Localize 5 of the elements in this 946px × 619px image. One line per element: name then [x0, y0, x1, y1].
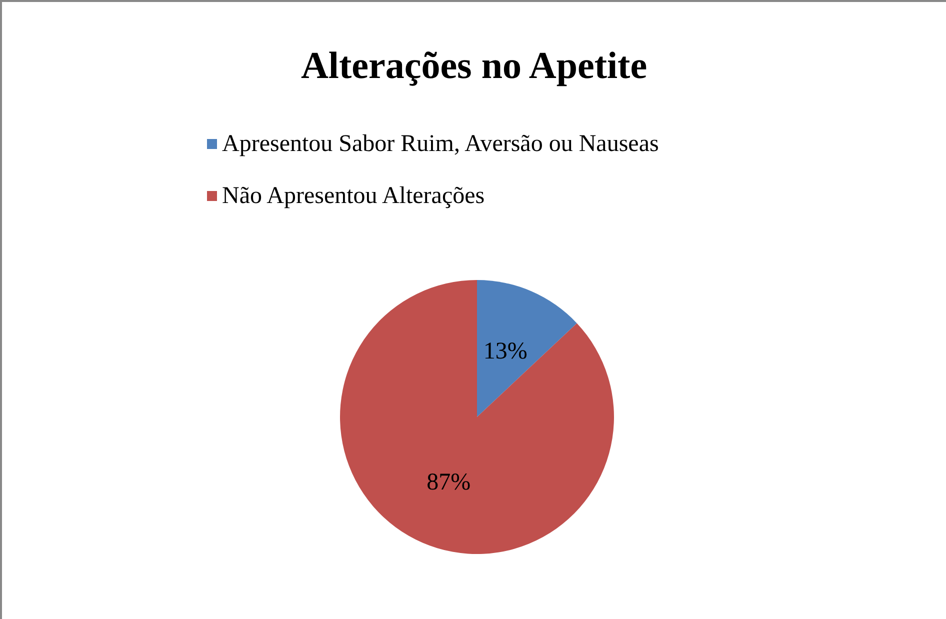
- legend-label: Apresentou Sabor Ruim, Aversão ou Nauseas: [222, 131, 659, 157]
- chart-title: Alterações no Apetite: [300, 45, 648, 87]
- data-label: 87%: [426, 470, 471, 496]
- data-label: 13%: [483, 338, 528, 364]
- legend-label: Não Apresentou Alterações: [222, 183, 485, 209]
